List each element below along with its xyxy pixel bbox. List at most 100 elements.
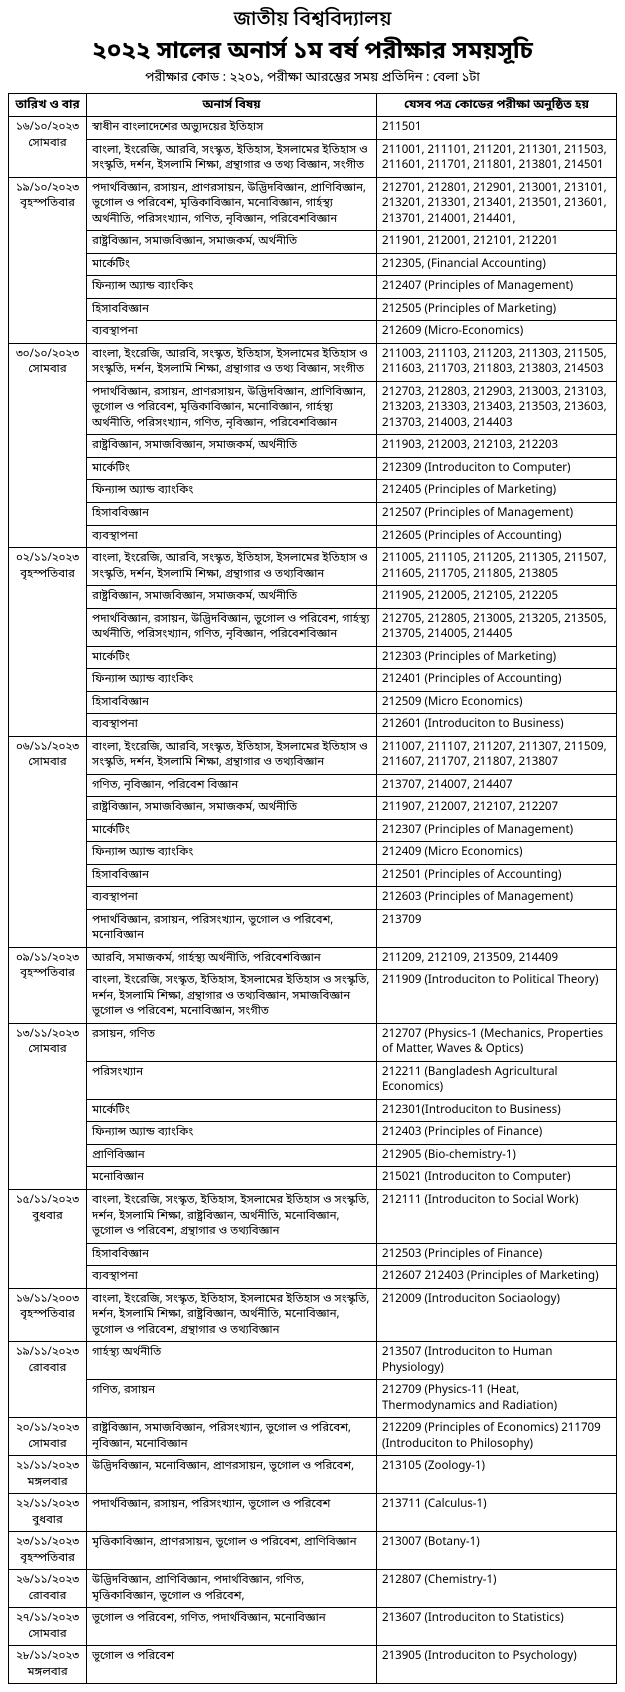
codes-cell: 212407 (Principles of Management) [377,276,617,299]
codes-cell: 213007 (Botany-1) [377,1532,617,1570]
table-row: ২৩/১১/২০২৩বৃহস্পতিবারমৃত্তিকাবিজ্ঞান, প্… [9,1532,617,1570]
codes-cell: 211007, 211107, 211207, 211307, 211509, … [377,736,617,774]
table-row: প্রাণিবিজ্ঞান212905 (Bio-chemistry-1) [9,1144,617,1167]
subject-cell: রাষ্ট্রবিজ্ঞান, সমাজবিজ্ঞান, পরিসংখ্যান,… [87,1418,377,1456]
codes-cell: 212507 (Principles of Management) [377,502,617,525]
subject-cell: পদার্থবিজ্ঞান, রসায়ন, প্রাণরসায়ন, উদ্ভ… [87,381,377,435]
table-row: হিসাববিজ্ঞান212503 (Principles of Financ… [9,1243,617,1266]
subject-cell: উদ্ভিদবিজ্ঞান, মনোবিজ্ঞান, প্রাণরসায়ন, … [87,1456,377,1494]
codes-cell: 212605 (Principles of Accounting) [377,525,617,548]
codes-cell: 213105 (Zoology-1) [377,1456,617,1494]
codes-cell: 212403 (Principles of Finance) [377,1122,617,1145]
codes-cell: 213709 [377,909,617,947]
table-header-row: তারিখ ও বার অনার্স বিষয় যেসব পত্র কোডের… [9,94,617,117]
subject-cell: রাষ্ট্রবিজ্ঞান, সমাজবিজ্ঞান, সমাজকর্ম, অ… [87,586,377,609]
codes-cell: 211909 (Introduciton to Political Theory… [377,970,617,1024]
codes-cell: 211907, 212007, 212107, 212207 [377,797,617,820]
table-row: ১৫/১১/২০২৩বুধবারবাংলা, ইংরেজি, সংস্কৃত, … [9,1190,617,1244]
table-row: ২৮/১১/২০২৩মঙ্গলবারভূগোল ও পরিবেশ213905 (… [9,1646,617,1684]
subject-cell: পদার্থবিজ্ঞান, রসায়ন, প্রাণরসায়ন, উদ্ভ… [87,177,377,231]
subject-cell: ভূগোল ও পরিবেশ, গণিত, পদার্থবিজ্ঞান, মনো… [87,1608,377,1646]
codes-cell: 212601 (Introduciton to Business) [377,714,617,737]
codes-cell: 212509 (Micro Economics) [377,691,617,714]
table-row: ব্যবস্থাপনা212609 (Micro-Economics) [9,321,617,344]
subject-cell: হিসাববিজ্ঞান [87,691,377,714]
table-row: ৩০/১০/২০২৩সোমবারবাংলা, ইংরেজি, আরবি, সংস… [9,343,617,381]
date-cell: ০২/১১/২০২৩বৃহস্পতিবার [9,548,87,737]
subject-cell: স্বাধীন বাংলাদেশের অভ্যুদয়ের ইতিহাস [87,117,377,140]
codes-cell: 212705, 212805, 213005, 213205, 213505, … [377,608,617,646]
date-cell: ১৬/১১/২০০৩বৃহস্পতিবার [9,1288,87,1342]
table-row: মার্কেটিং212309 (Introduciton to Compute… [9,457,617,480]
codes-cell: 212603 (Principles of Management) [377,887,617,910]
subject-cell: মার্কেটিং [87,1099,377,1122]
subject-cell: বাংলা, ইংরেজি, আরবি, সংস্কৃত, ইতিহাস, ইস… [87,548,377,586]
subject-cell: ব্যবস্থাপনা [87,321,377,344]
subject-cell: ব্যবস্থাপনা [87,525,377,548]
subject-cell: বাংলা, ইংরেজি, সংস্কৃত, ইতিহাস, ইসলামের … [87,1288,377,1342]
codes-cell: 212305, (Financial Accounting) [377,253,617,276]
subject-cell: বাংলা, ইংরেজি, আরবি, সংস্কৃত, ইতিহাস, ইস… [87,343,377,381]
subject-cell: হিসাববিজ্ঞান [87,298,377,321]
subject-cell: গার্হস্থ্য অর্থনীতি [87,1342,377,1380]
date-cell: ২৬/১১/২০২৩রোববার [9,1570,87,1608]
codes-cell: 211903, 212003, 212103, 212203 [377,435,617,458]
codes-cell: 212209 (Principles of Economics) 211709 … [377,1418,617,1456]
subject-cell: ব্যবস্থাপনা [87,1266,377,1289]
subject-cell: পরিসংখ্যান [87,1061,377,1099]
codes-cell: 213707, 214007, 214407 [377,774,617,797]
table-row: পদার্থবিজ্ঞান, রসায়ন, প্রাণরসায়ন, উদ্ভ… [9,381,617,435]
codes-cell: 212709 (Physics-11 (Heat, Thermodynamics… [377,1380,617,1418]
date-cell: ২৭/১১/২০২৩সোমবার [9,1608,87,1646]
table-row: ফিন্যান্স অ্যান্ড ব্যাংকিং212401 (Princi… [9,669,617,692]
subject-cell: পদার্থবিজ্ঞান, রসায়ন, পরিসংখ্যান, ভূগোল… [87,1494,377,1532]
subject-cell: বাংলা, ইংরেজি, সংস্কৃত, ইতিহাস, ইসলামের … [87,970,377,1024]
table-row: ০২/১১/২০২৩বৃহস্পতিবারবাংলা, ইংরেজি, আরবি… [9,548,617,586]
table-row: রাষ্ট্রবিজ্ঞান, সমাজবিজ্ঞান, সমাজকর্ম, অ… [9,231,617,254]
university-name: জাতীয় বিশ্ববিদ্যালয় [8,8,617,34]
subject-cell: ব্যবস্থাপনা [87,714,377,737]
table-row: ০৯/১১/২০২৩বৃহস্পতিবারআরবি, সমাজকর্ম, গার… [9,947,617,970]
table-row: হিসাববিজ্ঞান212505 (Principles of Market… [9,298,617,321]
subject-cell: রাষ্ট্রবিজ্ঞান, সমাজবিজ্ঞান, সমাজকর্ম, অ… [87,797,377,820]
subject-cell: পদার্থবিজ্ঞান, রসায়ন, উদ্ভিদবিজ্ঞান, ভূ… [87,608,377,646]
date-cell: ২৮/১১/২০২৩মঙ্গলবার [9,1646,87,1684]
table-row: ২১/১১/২০২৩মঙ্গলবারউদ্ভিদবিজ্ঞান, মনোবিজ্… [9,1456,617,1494]
codes-cell: 213507 (Introduciton to Human Physiology… [377,1342,617,1380]
codes-cell: 213607 (Introduciton to Statistics) [377,1608,617,1646]
date-cell: ২৩/১১/২০২৩বৃহস্পতিবার [9,1532,87,1570]
date-cell: ৩০/১০/২০২৩সোমবার [9,343,87,547]
subject-cell: রসায়ন, গণিত [87,1023,377,1061]
subject-cell: বাংলা, ইংরেজি, আরবি, সংস্কৃত, ইতিহাস, ইস… [87,139,377,177]
subject-cell: গণিত, নৃবিজ্ঞান, পরিবেশ বিজ্ঞান [87,774,377,797]
subject-cell: আরবি, সমাজকর্ম, গার্হস্থ্য অর্থনীতি, পরি… [87,947,377,970]
table-row: ব্যবস্থাপনা212605 (Principles of Account… [9,525,617,548]
codes-cell: 212309 (Introduciton to Computer) [377,457,617,480]
table-row: পদার্থবিজ্ঞান, রসায়ন, উদ্ভিদবিজ্ঞান, ভূ… [9,608,617,646]
subject-cell: গণিত, রসায়ন [87,1380,377,1418]
table-row: ব্যবস্থাপনা212603 (Principles of Managem… [9,887,617,910]
subject-cell: পদার্থবিজ্ঞান, রসায়ন, পরিসংখ্যান, ভূগোল… [87,909,377,947]
table-row: মনোবিজ্ঞান215021 (Introduciton to Comput… [9,1167,617,1190]
codes-cell: 211003, 211103, 211203, 211303, 211505, … [377,343,617,381]
codes-cell: 213711 (Calculus-1) [377,1494,617,1532]
subject-cell: বাংলা, ইংরেজি, আরবি, সংস্কৃত, ইতিহাস, ইস… [87,736,377,774]
subject-cell: ফিন্যান্স অ্যান্ড ব্যাংকিং [87,842,377,865]
codes-cell: 212111 (Introduciton to Social Work) [377,1190,617,1244]
date-cell: ১৫/১১/২০২৩বুধবার [9,1190,87,1289]
table-row: ফিন্যান্স অ্যান্ড ব্যাংকিং212405 (Princi… [9,480,617,503]
subject-cell: রাষ্ট্রবিজ্ঞান, সমাজবিজ্ঞান, সমাজকর্ম, অ… [87,231,377,254]
codes-cell: 212301(Introduciton to Business) [377,1099,617,1122]
table-row: রাষ্ট্রবিজ্ঞান, সমাজবিজ্ঞান, সমাজকর্ম, অ… [9,797,617,820]
subject-cell: মার্কেটিং [87,457,377,480]
codes-cell: 212905 (Bio-chemistry-1) [377,1144,617,1167]
subject-cell: রাষ্ট্রবিজ্ঞান, সমাজবিজ্ঞান, সমাজকর্ম, অ… [87,435,377,458]
col-date: তারিখ ও বার [9,94,87,117]
date-cell: ১৯/১১/২০২৩রোববার [9,1342,87,1418]
codes-cell: 211001, 211101, 211201, 211301, 211503, … [377,139,617,177]
codes-cell: 212211 (Bangladesh Agricultural Economic… [377,1061,617,1099]
table-row: ব্যবস্থাপনা212601 (Introduciton to Busin… [9,714,617,737]
table-row: ২০/১১/২০২৩সোমবাররাষ্ট্রবিজ্ঞান, সমাজবিজ্… [9,1418,617,1456]
date-cell: ২০/১১/২০২৩সোমবার [9,1418,87,1456]
codes-cell: 212401 (Principles of Accounting) [377,669,617,692]
